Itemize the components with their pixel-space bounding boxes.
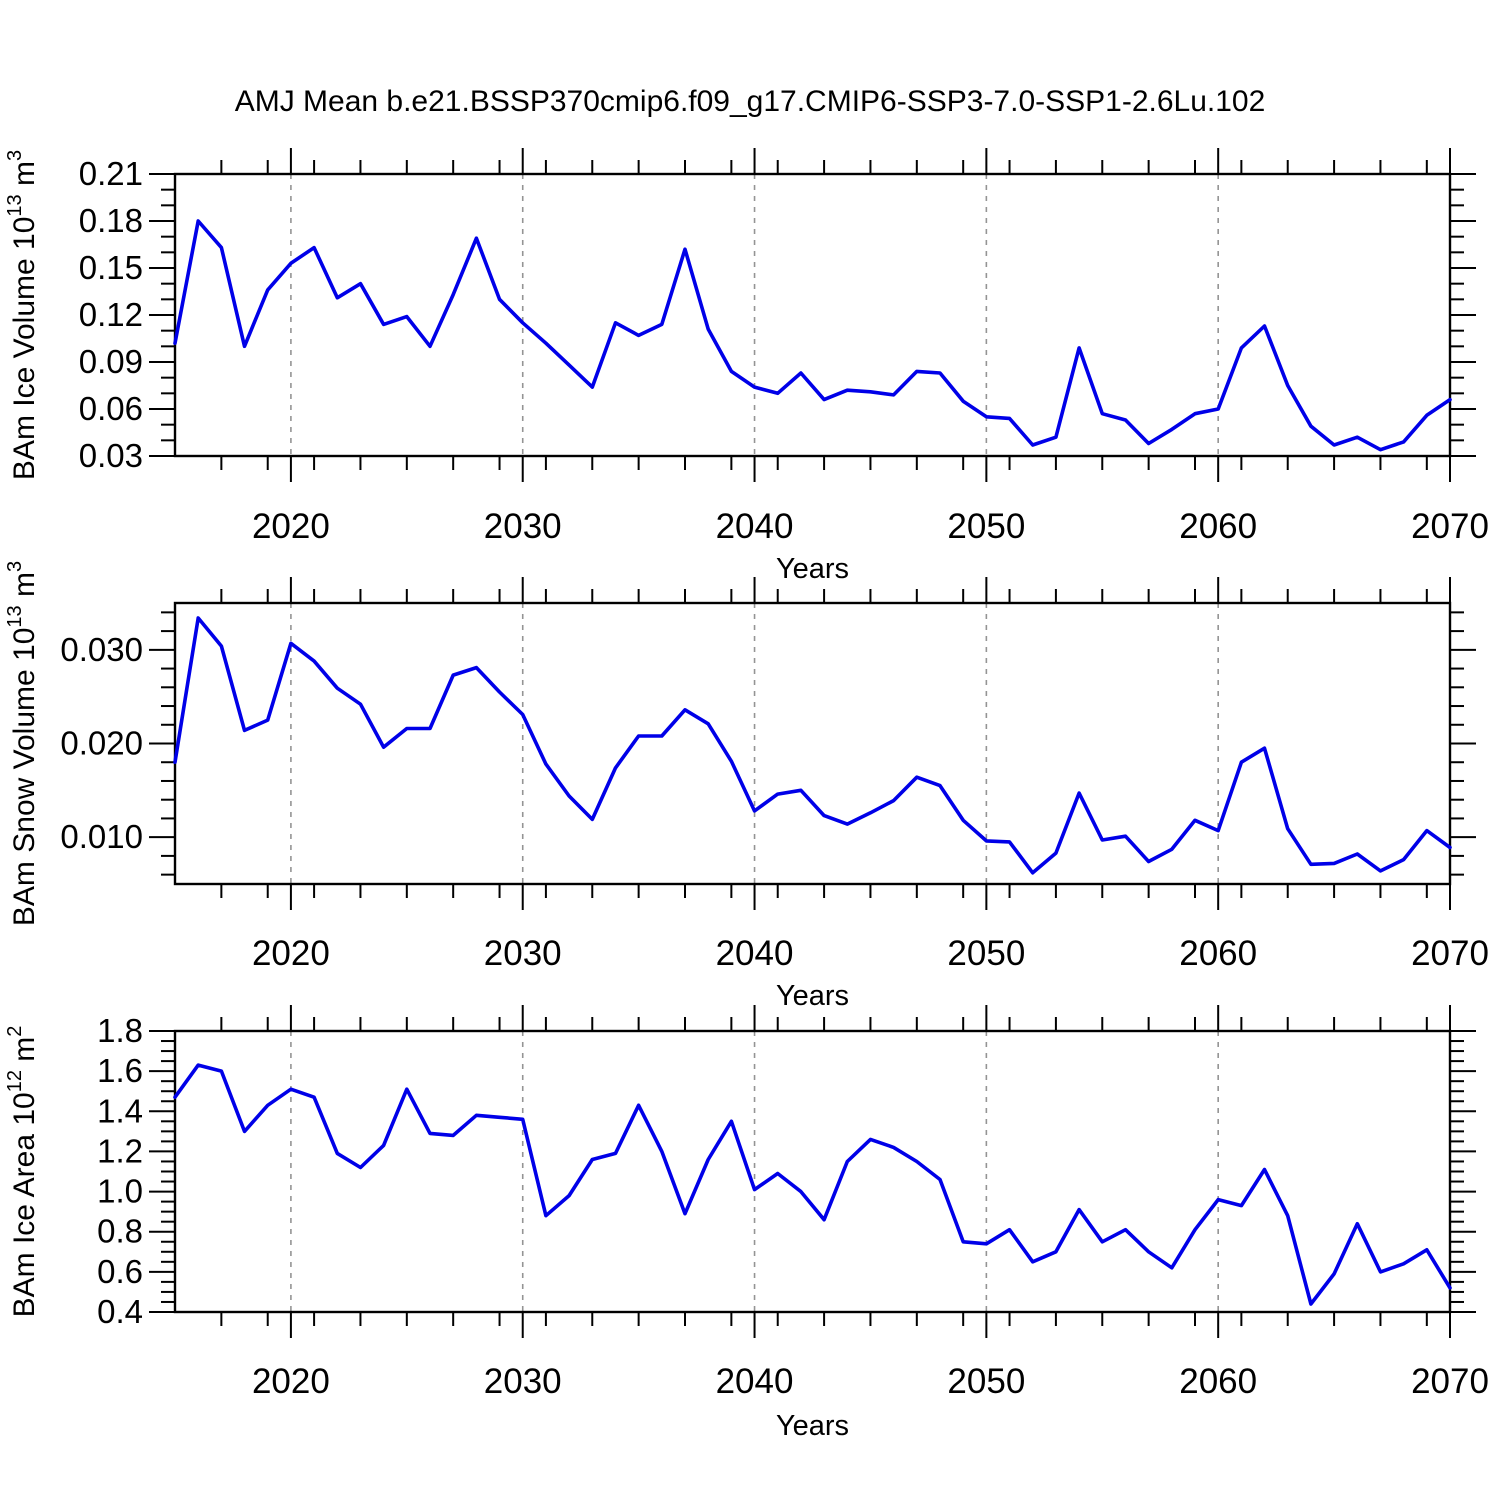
decade-gridlines (290, 174, 1219, 456)
y-axis-title: BAm Ice Area 1012 m2 (4, 1026, 41, 1318)
chart-title: AMJ Mean b.e21.BSSP370cmip6.f09_g17.CMIP… (234, 85, 1266, 118)
panel-ice-area: 0.40.60.81.0 1.21.41.61.8 2020 2030 2040 2050… (4, 1005, 1489, 1442)
panel-ice-volume: 0.03 0.06 0.09 0.12 0.15 0.18 0.21 2020 2030 2040… (4, 148, 1489, 585)
x-tick-label: 2060 (1179, 507, 1257, 546)
decade-gridlines (290, 1031, 1219, 1312)
axis-ticks (149, 577, 1476, 910)
y-tick-label: 0.06 (79, 390, 143, 427)
y-tick-label: 0.6 (97, 1253, 143, 1290)
y-tick-label: 0.21 (79, 155, 143, 192)
y-tick-label: 1.4 (97, 1092, 143, 1129)
x-tick-label: 2060 (1179, 1362, 1257, 1401)
x-tick-label: 2050 (947, 934, 1025, 973)
y-axis-title: BAm Snow Volume 1013 m3 (4, 561, 41, 926)
x-tick-label: 2020 (252, 1362, 330, 1401)
y-tick-label: 0.18 (79, 202, 143, 239)
axis-ticks (149, 148, 1476, 482)
x-tick-label: 2040 (716, 1362, 794, 1401)
x-tick-label: 2040 (716, 934, 794, 973)
x-tick-label: 2020 (252, 934, 330, 973)
x-tick-label: 2050 (947, 507, 1025, 546)
y-tick-label: 0.12 (79, 296, 143, 333)
x-tick-label: 2020 (252, 507, 330, 546)
plot-box (173, 601, 1452, 886)
y-tick-label: 0.03 (79, 437, 143, 474)
plot-box (173, 172, 1452, 458)
axis-ticks (149, 1005, 1476, 1338)
y-axis-title: BAm Ice Volume 1013 m3 (4, 150, 41, 480)
ice-volume-series-line (173, 219, 1452, 452)
panel-snow-volume: 0.010 0.020 0.030 2020 2030 2040 2050 2060 2070 Y… (4, 561, 1489, 1012)
y-tick-label: 0.8 (97, 1213, 143, 1250)
y-tick-labels: 0.010 0.020 0.030 (60, 631, 143, 855)
y-tick-label: 0.09 (79, 343, 143, 380)
x-tick-label: 2040 (716, 507, 794, 546)
x-tick-labels: 2020 2030 2040 2050 2060 2070 (252, 1362, 1489, 1401)
x-tick-label: 2070 (1411, 934, 1489, 973)
y-tick-label: 0.15 (79, 249, 143, 286)
y-tick-labels: 0.40.60.81.0 1.21.41.61.8 (97, 1012, 143, 1330)
x-tick-labels: 2020 2030 2040 2050 2060 2070 (252, 934, 1489, 973)
ice-area-series-line (173, 1063, 1452, 1306)
decade-gridlines (290, 603, 1219, 884)
x-axis-title: Years (776, 1410, 849, 1442)
y-tick-label: 1.2 (97, 1132, 143, 1169)
snow-volume-series-line (173, 616, 1452, 875)
y-tick-label: 1.8 (97, 1012, 143, 1049)
y-tick-label: 0.010 (60, 818, 143, 855)
plot-box (173, 1029, 1452, 1314)
y-tick-label: 1.6 (97, 1052, 143, 1089)
x-tick-label: 2030 (484, 934, 562, 973)
x-axis-title: Years (776, 980, 849, 1012)
x-tick-label: 2070 (1411, 1362, 1489, 1401)
x-tick-label: 2030 (484, 1362, 562, 1401)
y-tick-labels: 0.03 0.06 0.09 0.12 0.15 0.18 0.21 (79, 155, 143, 474)
x-tick-label: 2050 (947, 1362, 1025, 1401)
x-tick-label: 2060 (1179, 934, 1257, 973)
x-axis-title: Years (776, 553, 849, 585)
y-tick-label: 0.4 (97, 1293, 143, 1330)
x-tick-labels: 2020 2030 2040 2050 2060 2070 (252, 507, 1489, 546)
x-tick-label: 2030 (484, 507, 562, 546)
y-tick-label: 0.020 (60, 725, 143, 762)
x-tick-label: 2070 (1411, 507, 1489, 546)
y-tick-label: 0.030 (60, 631, 143, 668)
y-tick-label: 1.0 (97, 1173, 143, 1210)
